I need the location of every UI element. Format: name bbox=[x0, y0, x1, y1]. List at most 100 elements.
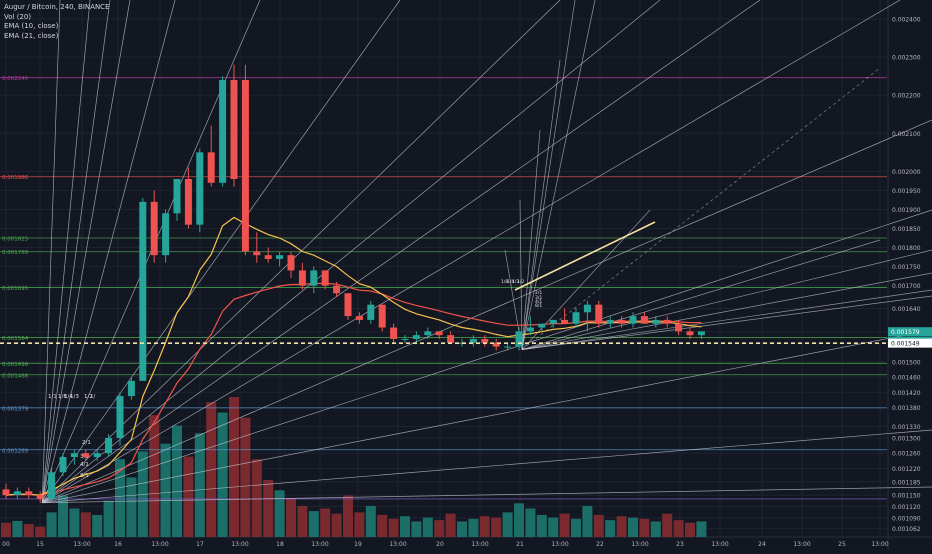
gann-fan-line bbox=[41, 0, 61, 503]
candle-body bbox=[481, 338, 489, 343]
candle-body bbox=[310, 270, 318, 286]
volume-bar bbox=[12, 520, 23, 537]
volume-bar bbox=[388, 518, 399, 537]
volume-bar bbox=[514, 503, 524, 537]
y-tick-label: 0.001120 bbox=[892, 504, 921, 511]
y-tick-label: 0.001380 bbox=[892, 405, 921, 412]
candle-body bbox=[287, 255, 295, 271]
volume-bar bbox=[286, 498, 296, 537]
x-tick-label: 23 bbox=[676, 541, 684, 548]
candle-body bbox=[13, 491, 21, 496]
candle bbox=[378, 304, 386, 332]
fan-ratio-label: 1/8 bbox=[58, 394, 67, 400]
candle-body bbox=[686, 331, 694, 336]
level-label: 0.001695 bbox=[2, 286, 29, 292]
level-label: 0.001825 bbox=[2, 237, 29, 243]
candle bbox=[230, 64, 238, 187]
candle bbox=[606, 316, 614, 328]
candle bbox=[264, 247, 272, 263]
candle bbox=[241, 64, 249, 256]
volume-bar bbox=[571, 518, 581, 537]
candle-body bbox=[241, 79, 249, 252]
volume-bar bbox=[46, 512, 57, 537]
volume-bar bbox=[1, 522, 11, 537]
gann-fan-line bbox=[41, 0, 401, 503]
fan-ratio-label: 2/1 bbox=[535, 290, 542, 296]
candle-body bbox=[25, 491, 33, 496]
candle bbox=[219, 76, 227, 187]
y-tick-label: 0.002100 bbox=[892, 131, 921, 138]
gann-fan-line bbox=[521, 239, 881, 350]
candle-body bbox=[435, 331, 443, 336]
candle bbox=[640, 312, 648, 324]
volume-bar bbox=[172, 425, 182, 537]
candle bbox=[504, 342, 512, 351]
candle-body bbox=[264, 255, 272, 259]
volume-bar bbox=[23, 524, 34, 537]
candle bbox=[13, 487, 21, 499]
volume-bar bbox=[263, 479, 274, 537]
volume-bar bbox=[582, 505, 593, 537]
candle-body bbox=[549, 319, 557, 324]
candle bbox=[333, 281, 341, 298]
candle bbox=[287, 251, 295, 279]
x-tick-label: 13:00 bbox=[471, 541, 488, 548]
candle bbox=[367, 300, 375, 324]
candle-body bbox=[127, 380, 135, 397]
candle bbox=[629, 312, 637, 328]
candle bbox=[435, 331, 443, 339]
candle-body bbox=[595, 304, 603, 324]
volume-bar bbox=[548, 517, 559, 537]
y-tick-label: 0.002000 bbox=[892, 169, 921, 176]
y-tick-label: 0.001460 bbox=[892, 375, 921, 382]
gann-fan-line bbox=[42, 0, 901, 504]
trend-line bbox=[514, 221, 656, 291]
candle bbox=[344, 293, 352, 320]
fan-ratio-label: 4/1 bbox=[535, 299, 542, 305]
candle bbox=[469, 335, 477, 347]
candle-body bbox=[572, 312, 580, 324]
y-tick-label: 0.001330 bbox=[892, 424, 921, 431]
candle bbox=[48, 468, 56, 503]
volume-bar bbox=[331, 513, 342, 537]
volume-bar bbox=[92, 514, 103, 537]
candle bbox=[196, 148, 204, 233]
volume-bar bbox=[628, 517, 638, 537]
volume-bar bbox=[639, 518, 650, 537]
fan-ratio-label: 3/1 bbox=[535, 295, 542, 301]
x-tick-label: 17 bbox=[196, 541, 204, 548]
gann-fan-line bbox=[521, 249, 932, 350]
candle bbox=[697, 331, 705, 339]
candle bbox=[526, 316, 534, 336]
chart-legend: Augur / Bitcoin, 240, BINANCE Vol (20) E… bbox=[4, 3, 110, 41]
candle bbox=[70, 449, 78, 465]
gann-fan-dashed-line bbox=[521, 67, 881, 350]
level-label: 0.001466 bbox=[2, 373, 29, 379]
volume-bar bbox=[457, 521, 467, 537]
volume-bar bbox=[115, 459, 125, 537]
volume-bar bbox=[593, 514, 604, 537]
volume-bar bbox=[194, 433, 205, 537]
volume-bar bbox=[673, 520, 684, 537]
current-price-tag bbox=[888, 338, 932, 348]
x-tick-label: 13:00 bbox=[631, 541, 648, 548]
volume-bar bbox=[251, 459, 262, 537]
candle bbox=[492, 338, 500, 351]
volume-bar bbox=[559, 513, 570, 537]
volume-bar bbox=[69, 508, 80, 537]
volume-bar bbox=[479, 516, 490, 537]
candle bbox=[561, 308, 569, 324]
fan-ratio-label: 1/ bbox=[90, 394, 95, 400]
last-price-tag bbox=[888, 327, 932, 337]
candle-body bbox=[401, 338, 409, 340]
gann-fan-line bbox=[41, 0, 176, 503]
fan-ratio-label: 8/1 bbox=[80, 473, 89, 479]
candle-body bbox=[93, 453, 101, 458]
candle-body bbox=[606, 319, 614, 324]
candle bbox=[412, 331, 420, 343]
gann-fan-line bbox=[41, 0, 131, 503]
volume-bar bbox=[58, 495, 68, 537]
volume-bar bbox=[274, 490, 285, 537]
